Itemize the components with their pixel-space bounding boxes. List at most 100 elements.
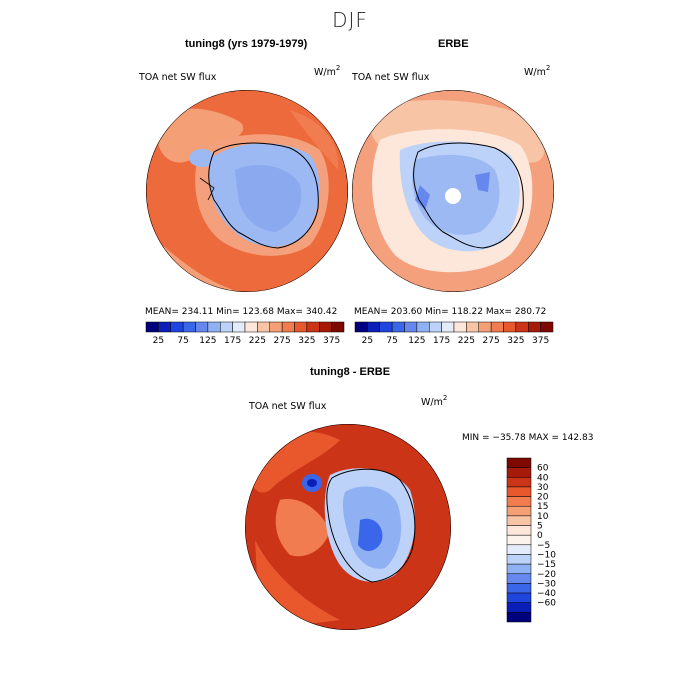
colorbar-swatch xyxy=(506,592,532,603)
colorbar-swatch xyxy=(506,544,532,555)
colorbar-tick-label: 60 xyxy=(537,464,549,474)
colorbar-swatch xyxy=(182,321,196,333)
colorbar-tick-label: −30 xyxy=(537,579,556,589)
colorbar-swatch xyxy=(506,467,532,478)
colorbar-tick-label: 0 xyxy=(537,531,543,541)
colorbar-swatch xyxy=(331,321,345,333)
colorbar-tick-label: 15 xyxy=(537,502,548,512)
colorbar-swatch xyxy=(416,321,430,333)
colorbar-tick-label: 175 xyxy=(433,336,450,346)
panel2-coastline xyxy=(413,142,524,249)
panel1-units-base: W/m xyxy=(314,67,336,78)
panel3-units-exp: 2 xyxy=(442,394,448,402)
panel2-field-region xyxy=(415,185,430,210)
colorbar-tick-label: 25 xyxy=(362,336,373,346)
colorbar-swatch xyxy=(506,583,532,594)
panel1-units-exp: 2 xyxy=(335,64,341,72)
colorbar-swatch xyxy=(506,477,532,488)
colorbar-swatch xyxy=(145,321,159,333)
colorbar-tick-label: 225 xyxy=(458,336,475,346)
panel1-field-region xyxy=(157,108,244,163)
colorbar-swatch xyxy=(453,321,467,333)
colorbar-tick-label: 325 xyxy=(298,336,315,346)
colorbar-swatch xyxy=(515,321,529,333)
colorbar-swatch xyxy=(506,554,532,565)
colorbar-tick-label: 275 xyxy=(274,336,291,346)
colorbar-tick-label: 125 xyxy=(408,336,425,346)
panel1-units: W/m2 xyxy=(314,64,341,78)
colorbar-swatch xyxy=(506,525,532,536)
panel3-field-region xyxy=(275,499,330,557)
panel1-antarctica-interior xyxy=(235,165,302,232)
colorbar-tick-label: 10 xyxy=(537,512,549,522)
panel3-variable: TOA net SW flux xyxy=(249,401,327,412)
colorbar-swatch xyxy=(232,321,246,333)
colorbar-swatch xyxy=(506,573,532,584)
colorbar-swatch xyxy=(294,321,308,333)
colorbar-tick-label: 75 xyxy=(177,336,188,346)
colorbar-tick-label: 225 xyxy=(249,336,266,346)
colorbar-swatch xyxy=(506,602,532,613)
colorbar-swatch xyxy=(528,321,541,333)
colorbar-swatch xyxy=(404,321,418,333)
colorbar-tick-label: −20 xyxy=(537,570,556,580)
colorbar-swatch xyxy=(379,321,393,333)
panel1-field-region xyxy=(290,110,339,170)
panel1-stats: MEAN= 234.11 Min= 123.68 Max= 340.42 xyxy=(145,307,338,317)
panel2-colorbar: 25 75 125 175 225 275 325 375 xyxy=(354,321,554,346)
panel3-units-base: W/m xyxy=(421,397,443,408)
figure-title: DJF xyxy=(332,8,368,32)
colorbar-tick-label: −10 xyxy=(537,550,556,560)
panel1-title: tuning8 (yrs 1979-1979) xyxy=(185,38,308,50)
colorbar-tick-label: 325 xyxy=(507,336,524,346)
panel3-stats: MIN = −35.78 MAX = 142.83 xyxy=(462,433,594,443)
colorbar-tick-label: 5 xyxy=(537,522,543,532)
colorbar-tick-label: 125 xyxy=(199,336,216,346)
colorbar-tick-label: 175 xyxy=(224,336,241,346)
colorbar-tick-label: −15 xyxy=(537,560,556,570)
colorbar-tick-label: 25 xyxy=(153,336,164,346)
panel2-variable: TOA net SW flux xyxy=(352,72,430,83)
colorbar-tick-label: 375 xyxy=(323,336,340,346)
colorbar-tick-label: 30 xyxy=(537,483,549,493)
colorbar-swatch xyxy=(506,515,532,526)
panel3-coastline xyxy=(326,468,416,583)
panel1-colorbar: 25 75 125 175 225 275 325 375 xyxy=(145,321,345,346)
colorbar-swatch xyxy=(503,321,517,333)
panel3-title: tuning8 - ERBE xyxy=(310,366,391,378)
colorbar-swatch xyxy=(220,321,233,333)
panel1-map xyxy=(146,90,348,292)
colorbar-swatch xyxy=(195,321,209,333)
panel2-units-base: W/m xyxy=(524,67,546,78)
panel2-map xyxy=(352,90,554,292)
colorbar-swatch xyxy=(354,321,368,333)
colorbar-swatch xyxy=(506,534,532,546)
colorbar-swatch xyxy=(506,563,532,575)
colorbar-swatch xyxy=(367,321,380,333)
colorbar-tick-label: 75 xyxy=(386,336,397,346)
panel3-map xyxy=(245,424,451,630)
panel2-title: ERBE xyxy=(438,38,469,50)
colorbar-tick-label: 275 xyxy=(483,336,500,346)
colorbar-tick-label: −60 xyxy=(537,599,556,609)
colorbar-swatch xyxy=(391,321,405,333)
panel2-field-region xyxy=(475,172,490,192)
panel1-coastline xyxy=(208,142,319,249)
colorbar-swatch xyxy=(506,612,532,623)
colorbar-tick-label: −40 xyxy=(537,589,556,599)
panel1-variable: TOA net SW flux xyxy=(139,72,217,83)
colorbar-swatch xyxy=(207,321,221,333)
colorbar-swatch xyxy=(170,321,184,333)
colorbar-swatch xyxy=(506,496,532,507)
panel3-units: W/m2 xyxy=(421,394,448,408)
colorbar-swatch xyxy=(506,457,532,468)
panel3-field-region xyxy=(358,518,383,552)
colorbar-swatch xyxy=(466,321,479,333)
colorbar-swatch xyxy=(158,321,171,333)
panel2-units: W/m2 xyxy=(524,64,550,78)
colorbar-swatch xyxy=(257,321,270,333)
colorbar-swatch xyxy=(281,321,295,333)
colorbar-tick-label: −5 xyxy=(537,541,550,551)
